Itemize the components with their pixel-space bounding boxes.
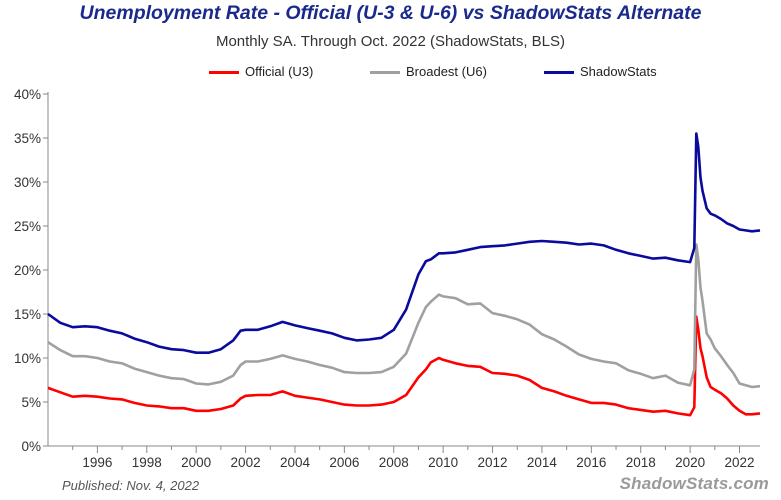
y-tick-label: 25% bbox=[14, 219, 41, 234]
x-tick-label: 2008 bbox=[379, 455, 409, 470]
y-tick-label: 10% bbox=[14, 351, 41, 366]
y-tick-label: 15% bbox=[14, 307, 41, 322]
legend-label-official-u3: Official (U3) bbox=[245, 64, 314, 79]
legend-label-shadowstats: ShadowStats bbox=[580, 64, 657, 79]
x-tick-label: 2018 bbox=[626, 455, 656, 470]
x-tick-label: 1998 bbox=[132, 455, 162, 470]
x-tick-label: 2006 bbox=[329, 455, 359, 470]
x-tick-label: 2014 bbox=[527, 455, 558, 470]
legend-swatch-broadest-u6 bbox=[370, 71, 400, 74]
legend-swatch-shadowstats bbox=[544, 71, 574, 74]
y-tick-label: 5% bbox=[21, 395, 41, 410]
published-date: Published: Nov. 4, 2022 bbox=[62, 478, 200, 493]
x-tick-label: 2000 bbox=[181, 455, 211, 470]
x-tick-label: 2020 bbox=[675, 455, 705, 470]
y-tick-label: 40% bbox=[14, 87, 41, 102]
x-tick-label: 2002 bbox=[231, 455, 261, 470]
x-tick-label: 1996 bbox=[82, 455, 112, 470]
series-line-broadest-u6 bbox=[47, 243, 761, 389]
series-line-official-u3 bbox=[47, 315, 761, 417]
chart-title: Unemployment Rate - Official (U-3 & U-6)… bbox=[79, 2, 702, 24]
legend-swatch-official-u3 bbox=[209, 71, 239, 74]
legend-label-broadest-u6: Broadest (U6) bbox=[406, 64, 487, 79]
y-tick-label: 0% bbox=[21, 439, 41, 454]
brand-watermark: ShadowStats.com bbox=[619, 474, 769, 493]
y-tick-label: 20% bbox=[14, 263, 41, 278]
y-tick-label: 35% bbox=[14, 131, 41, 146]
x-tick-label: 2004 bbox=[280, 455, 311, 470]
x-tick-label: 2016 bbox=[576, 455, 606, 470]
y-tick-label: 30% bbox=[14, 175, 41, 190]
x-tick-label: 2010 bbox=[428, 455, 458, 470]
x-tick-label: 2012 bbox=[478, 455, 508, 470]
chart-subtitle: Monthly SA. Through Oct. 2022 (ShadowSta… bbox=[215, 33, 566, 50]
x-tick-label: 2022 bbox=[724, 455, 754, 470]
series-line-shadowstats bbox=[47, 132, 761, 354]
